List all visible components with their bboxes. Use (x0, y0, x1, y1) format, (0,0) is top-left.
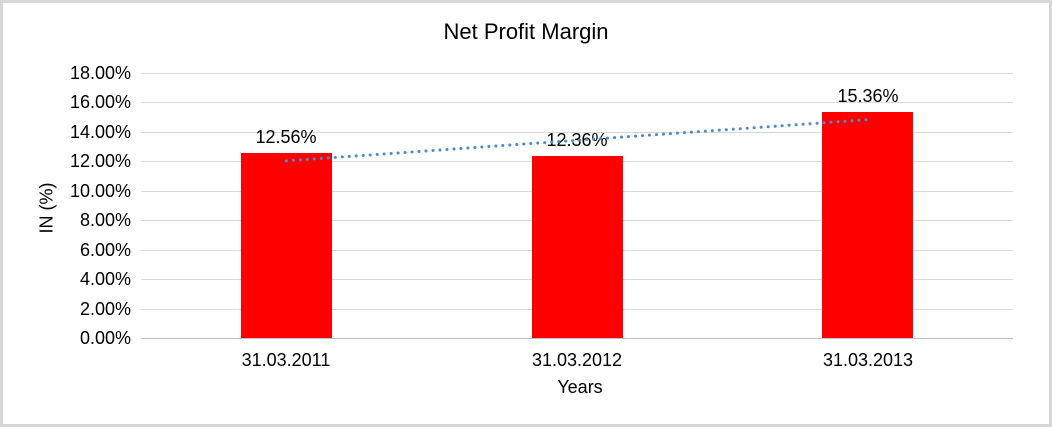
x-category-label: 31.03.2013 (822, 350, 914, 370)
bar-value-label: 12.56% (255, 127, 317, 147)
y-tick-label: 4.00% (79, 269, 131, 289)
gridline (141, 102, 1013, 103)
y-tick-label: 14.00% (69, 122, 131, 142)
x-category-label: 31.03.2011 (241, 350, 331, 370)
y-tick-label: 2.00% (79, 299, 131, 319)
y-tick-label: 10.00% (69, 181, 131, 201)
y-tick-label: 18.00% (69, 63, 131, 83)
x-category-label: 31.03.2012 (531, 350, 623, 370)
y-tick-label: 16.00% (69, 92, 131, 112)
bar (822, 112, 913, 338)
x-axis-baseline (141, 338, 1013, 339)
bar-value-label: 15.36% (837, 86, 899, 106)
bar-value-label: 12.36% (546, 130, 608, 150)
chart-title: Net Profit Margin (443, 19, 609, 44)
y-tick-label: 6.00% (79, 240, 131, 260)
gridline (141, 73, 1013, 74)
y-tick-label: 0.00% (79, 328, 131, 348)
y-tick-label: 8.00% (79, 210, 131, 230)
x-axis-title: Years (557, 377, 603, 397)
y-tick-label: 12.00% (69, 151, 131, 171)
bar (532, 156, 623, 338)
bar (241, 153, 332, 338)
